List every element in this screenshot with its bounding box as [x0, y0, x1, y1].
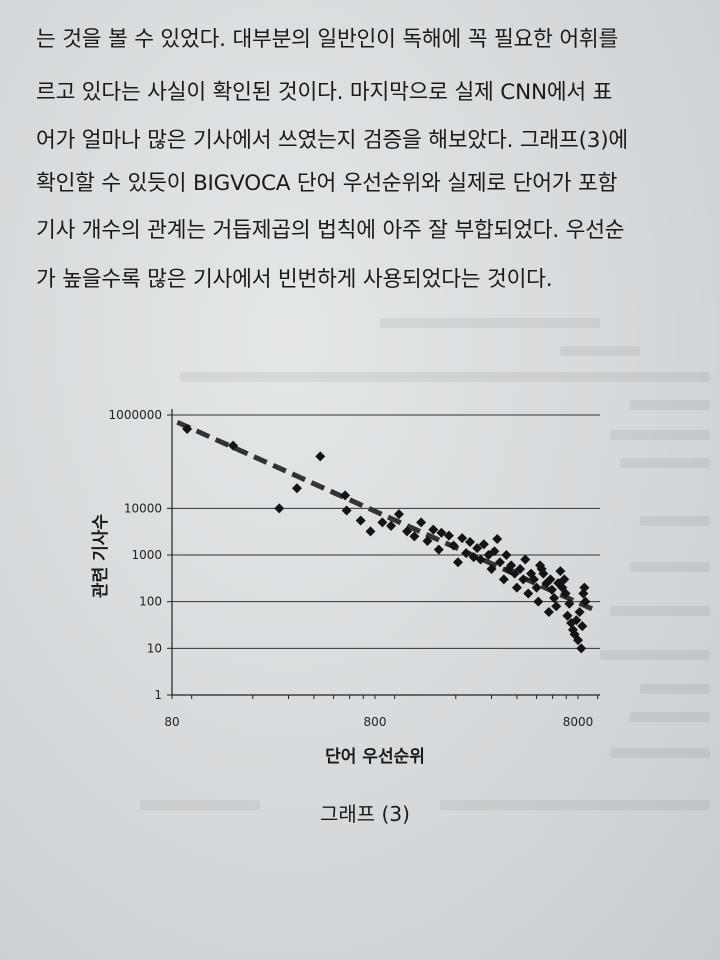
y-tick-label: 1	[154, 688, 162, 702]
data-point	[520, 554, 531, 565]
data-point	[571, 615, 582, 626]
data-point	[492, 534, 503, 545]
data-point	[560, 588, 571, 599]
data-point	[574, 607, 585, 618]
data-point	[528, 574, 539, 585]
x-tick-label: 8000	[563, 715, 594, 729]
data-point	[475, 554, 486, 565]
data-point	[436, 527, 447, 538]
data-point	[355, 515, 366, 526]
data-point	[538, 568, 549, 579]
data-point	[494, 557, 505, 568]
data-point	[464, 536, 475, 547]
body-line: 르고 있다는 사실이 확인된 것이다. 마지막으로 실제 CNN에서 표	[36, 80, 613, 105]
data-point	[577, 621, 588, 632]
y-tick-label: 1000000	[109, 408, 162, 422]
data-point	[545, 574, 556, 585]
trendline	[176, 419, 594, 612]
data-point	[501, 550, 512, 560]
data-point	[452, 557, 463, 568]
x-tick-label: 800	[364, 715, 387, 729]
data-point	[543, 607, 554, 618]
data-point	[365, 526, 376, 537]
data-point	[274, 503, 285, 514]
data-point	[428, 524, 439, 535]
data-point	[523, 588, 534, 599]
data-point	[511, 582, 522, 593]
y-tick-label: 10	[147, 641, 162, 655]
data-point	[580, 596, 591, 607]
data-point	[386, 520, 397, 531]
data-point	[472, 543, 483, 554]
data-point	[555, 566, 566, 577]
body-line: 확인할 수 있듯이 BIGVOCA 단어 우선순위와 실제로 단어가 포함	[36, 171, 618, 196]
data-point	[579, 582, 590, 593]
body-line: 어가 얼마나 많은 기사에서 쓰였는지 검증을 해보았다. 그래프(3)에	[36, 128, 629, 153]
data-point	[340, 490, 351, 501]
body-line: 는 것을 볼 수 있었다. 대부분의 일반인이 독해에 꼭 필요한 어휘를	[36, 27, 619, 52]
data-point	[489, 546, 500, 557]
body-line: 기사 개수의 관계는 거듭제곱의 법칙에 아주 잘 부합되었다. 우선순	[36, 218, 625, 243]
data-point	[509, 568, 520, 579]
y-tick-label: 100	[139, 595, 162, 609]
y-axis-title: 관련 기사수	[91, 514, 111, 598]
x-axis-title: 단어 우선순위	[325, 747, 425, 767]
data-point	[531, 582, 542, 593]
data-point	[549, 592, 560, 603]
data-point	[559, 574, 570, 585]
data-point	[461, 548, 472, 559]
data-point	[443, 530, 454, 541]
data-point	[573, 635, 583, 646]
y-tick-label: 10000	[124, 501, 162, 515]
data-point	[533, 596, 544, 607]
data-point	[457, 533, 468, 544]
data-point	[515, 564, 526, 575]
data-point	[422, 535, 433, 546]
data-point	[564, 598, 575, 609]
y-tick-label: 1000	[131, 548, 162, 562]
data-point	[393, 509, 404, 520]
data-point	[448, 540, 459, 551]
data-point	[546, 584, 557, 595]
data-point	[315, 451, 326, 462]
body-line: 가 높을수록 많은 기사에서 빈번하게 사용되었다는 것이다.	[36, 267, 553, 292]
data-point	[562, 610, 573, 621]
data-point	[228, 440, 239, 451]
x-tick-label: 80	[164, 715, 179, 729]
data-point	[518, 574, 529, 585]
data-point	[433, 544, 444, 555]
data-point	[551, 601, 562, 612]
data-point	[498, 574, 509, 585]
data-point	[576, 643, 587, 654]
data-point	[416, 517, 427, 528]
data-point	[401, 526, 412, 537]
data-point	[341, 505, 352, 516]
data-point	[506, 560, 517, 571]
data-point	[377, 517, 388, 528]
data-point	[486, 564, 497, 575]
data-point	[291, 483, 302, 494]
figure-caption: 그래프 (3)	[320, 802, 410, 826]
data-point	[182, 424, 193, 435]
data-point	[478, 539, 489, 550]
data-point	[409, 531, 420, 542]
